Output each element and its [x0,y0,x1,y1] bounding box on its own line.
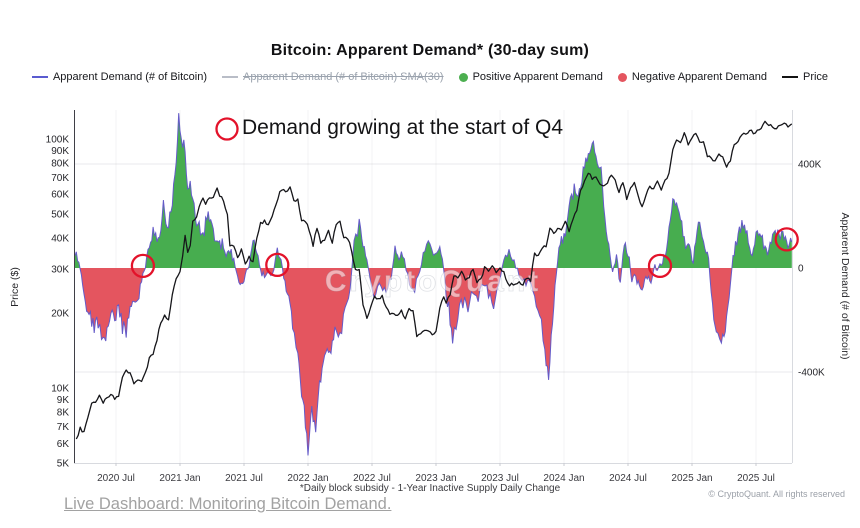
price-line [75,120,792,440]
left-axis-tick-label: 6K [57,439,70,450]
x-axis-tick-label: 2022 Jul [353,473,391,484]
left-axis-tick-label: 10K [51,384,69,395]
legend-item[interactable]: Positive Apparent Demand [458,71,603,83]
left-axis-tick-label: 100K [46,135,70,146]
highlight-circle-icon [647,253,673,279]
x-axis-tick-label: 2025 Jan [671,473,712,484]
legend-item[interactable]: Price [781,71,829,83]
legend-item-label: Negative Apparent Demand [631,71,767,83]
x-axis-tick-label: 2021 Jan [159,473,200,484]
x-axis-tick-label: 2025 Jul [737,473,775,484]
left-axis-title: Price ($) [9,267,21,307]
live-dashboard-link[interactable]: Live Dashboard: Monitoring Bitcoin Deman… [64,495,392,513]
legend-item[interactable]: Negative Apparent Demand [617,71,767,83]
legend-dot-icon [458,72,468,82]
legend-item-label: Apparent Demand (# of Bitcoin) SMA(30) [243,71,444,83]
right-axis-tick-label: 0 [798,264,804,275]
left-axis-tick-label: 70K [51,173,69,184]
annotation-text: Demand growing at the start of Q4 [242,116,563,139]
x-axis-tick-label: 2022 Jan [287,473,328,484]
legend-line-icon [222,76,239,78]
right-axis-tick-label: -400K [798,368,825,379]
legend-item[interactable]: Apparent Demand (# of Bitcoin) [31,71,208,83]
right-axis-tick-label: 400K [798,160,822,171]
copyright: © CryptoQuant. All rights reserved [708,489,845,499]
x-axis-tick-label: 2023 Jan [415,473,456,484]
left-axis-tick-label: 60K [51,190,69,201]
left-axis-tick-label: 40K [51,234,69,245]
right-axis-title: Apparent Demand (# of Bitcoin) [839,212,851,360]
left-axis-tick-label: 30K [51,265,69,276]
demand-area-negative [75,268,792,456]
x-axis-tick-label: 2023 Jul [481,473,519,484]
demand-line [74,113,792,456]
legend-item-label: Price [802,71,829,83]
legend-line-icon [31,76,48,78]
left-axis-tick-label: 7K [57,422,70,433]
left-axis-tick-label: 80K [51,159,69,170]
legend-dot-icon [617,72,627,82]
left-axis-tick-label: 5K [57,459,70,470]
left-axis-tick-label: 8K [57,408,70,419]
x-axis-tick-label: 2020 Jul [97,473,135,484]
legend: Apparent Demand (# of Bitcoin) Apparent D… [0,71,860,83]
left-axis-tick-label: 9K [57,395,70,406]
highlight-circle-icon [265,252,290,278]
x-axis-tick-label: 2024 Jul [609,473,647,484]
x-axis-tick-label: 2024 Jan [543,473,584,484]
left-axis-tick-label: 20K [51,309,69,320]
legend-line-icon [781,76,798,78]
highlight-circle-icon [774,227,799,252]
footnote: *Daily block subsidy - 1-Year Inactive S… [299,483,561,494]
legend-item-label: Apparent Demand (# of Bitcoin) [52,71,208,83]
chart-title: Bitcoin: Apparent Demand* (30-day sum) [270,42,590,59]
left-axis-tick-label: 90K [51,146,69,157]
left-axis-tick-label: 50K [51,209,69,220]
highlight-circle-icon [130,253,156,279]
legend-item[interactable]: Apparent Demand (# of Bitcoin) SMA(30) [222,71,444,83]
x-axis-tick-label: 2021 Jul [225,473,263,484]
legend-item-label: Positive Apparent Demand [472,71,603,83]
annotation-circle-icon [215,117,239,141]
